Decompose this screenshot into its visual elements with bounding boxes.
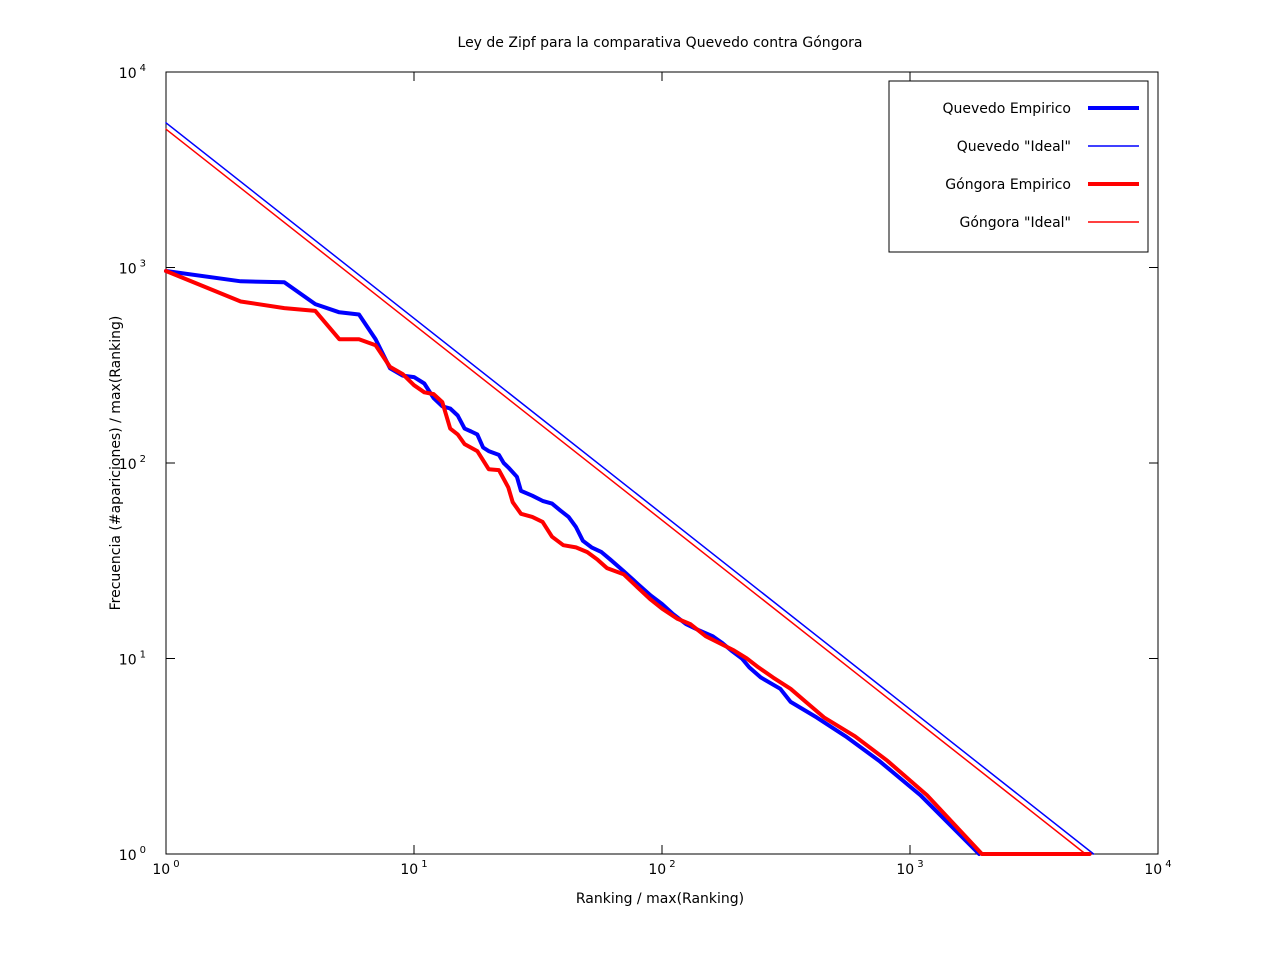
x-tick-label: 10 3	[896, 859, 923, 878]
y-axis-label: Frecuencia (#apariciones) / max(Ranking)	[108, 316, 124, 611]
legend-entries: Quevedo Empirico Quevedo "Ideal" Góngora E…	[943, 101, 1139, 231]
y-tick-label: 10 1	[119, 650, 146, 669]
series-layer	[164, 122, 1095, 856]
series-line-g-ngora-ideal	[165, 128, 1087, 855]
x-tick-label: 10 4	[1144, 859, 1171, 878]
y-tick-label: 10 2	[119, 454, 146, 473]
chart-title: Ley de Zipf para la comparativa Quevedo …	[458, 35, 863, 51]
x-tick-label: 10 0	[152, 859, 179, 878]
legend-label-quevedo-ideal: Quevedo "Ideal"	[957, 139, 1071, 155]
axis-ticks	[165, 71, 1159, 855]
series-line-g-ngora-empirico	[164, 269, 1092, 856]
x-tick-label: 10 1	[400, 859, 427, 878]
y-tick-label: 10 4	[119, 63, 146, 82]
axis-tick-labels: 10 0 10 1 10 2 10 3 10 4 10 0 10 1 10 2 10 3 10 4	[119, 63, 1172, 878]
x-tick-label: 10 2	[648, 859, 675, 878]
y-tick-label: 10 3	[119, 259, 146, 278]
series-line-quevedo-empirico	[164, 269, 982, 856]
legend-label-quevedo-empirico: Quevedo Empirico	[943, 101, 1071, 117]
legend-label-g-ngora-ideal: Góngora "Ideal"	[959, 215, 1071, 231]
series-line-quevedo-ideal	[165, 122, 1095, 855]
legend-label-g-ngora-empirico: Góngora Empirico	[945, 177, 1071, 193]
y-tick-label: 10 0	[119, 845, 146, 864]
x-axis-label: Ranking / max(Ranking)	[576, 891, 744, 907]
legend: Quevedo Empirico Quevedo "Ideal" Góngora E…	[888, 80, 1149, 253]
